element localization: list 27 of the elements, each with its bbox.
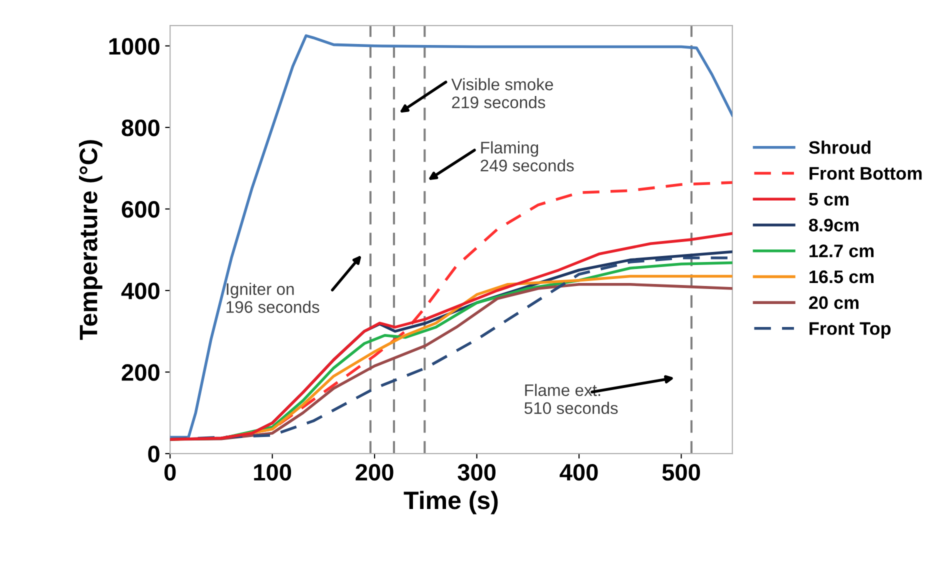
y-tick-label: 800 [122,120,160,136]
x-tick-label: 500 [662,464,700,481]
x-tick-label: 100 [254,464,292,481]
legend-label: Shroud [808,140,870,154]
x-tick-label: 400 [560,464,598,481]
y-tick-label: 400 [121,282,160,300]
line-series [170,34,732,439]
legend-label: Front Bottom [810,167,922,180]
y-tick-label: 600 [122,201,160,218]
x-axis-title: Time (s) [404,490,498,514]
legend-label: 8.9cm [808,218,858,232]
x-tick-label: 300 [458,464,496,481]
x-tick-label: 0 [164,464,176,481]
x-tick-label: 200 [356,464,394,481]
y-axis-title: Temperature (°C) [79,140,102,340]
legend-label: 20 cm [809,296,858,310]
annotation: Visible smoke 219 seconds [451,78,554,108]
annotation: Flame ext. 510 seconds [524,384,618,414]
legend-label: 12.7 cm [810,244,874,258]
y-tick-label: 1000 [109,38,160,55]
legend-label: 5 cm [808,193,848,206]
legend-label: 16.5 cm [810,270,874,284]
y-tick-label: 0 [148,446,160,462]
annotation: Igniter on 196 seconds [226,282,320,313]
annotation: Flaming 249 seconds [480,141,574,172]
y-tick-label: 200 [122,364,160,381]
legend-label: Front Top [810,322,891,338]
